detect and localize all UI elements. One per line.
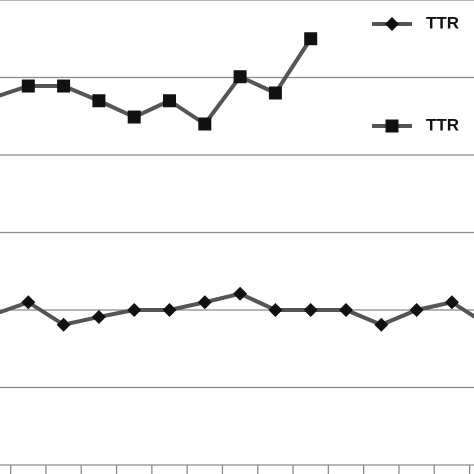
point	[385, 119, 399, 133]
point	[268, 86, 282, 100]
point	[409, 303, 424, 317]
point	[268, 303, 283, 317]
series-line	[0, 291, 474, 327]
point	[92, 94, 106, 108]
point	[21, 79, 35, 93]
point	[339, 303, 353, 317]
point	[304, 32, 318, 46]
point	[197, 295, 212, 310]
point	[198, 117, 212, 131]
point	[127, 110, 141, 124]
point	[233, 70, 247, 84]
point	[385, 17, 399, 31]
point	[127, 303, 142, 317]
point	[303, 303, 318, 317]
point	[444, 295, 459, 310]
point	[91, 309, 106, 324]
legend-label: TTR	[426, 13, 459, 32]
point	[163, 94, 176, 108]
point	[56, 317, 71, 332]
legend-label: TTR	[426, 115, 459, 134]
series-line	[0, 37, 313, 126]
point	[21, 295, 36, 310]
point	[57, 79, 71, 93]
point	[374, 317, 389, 332]
point	[233, 286, 248, 301]
point	[162, 303, 177, 317]
